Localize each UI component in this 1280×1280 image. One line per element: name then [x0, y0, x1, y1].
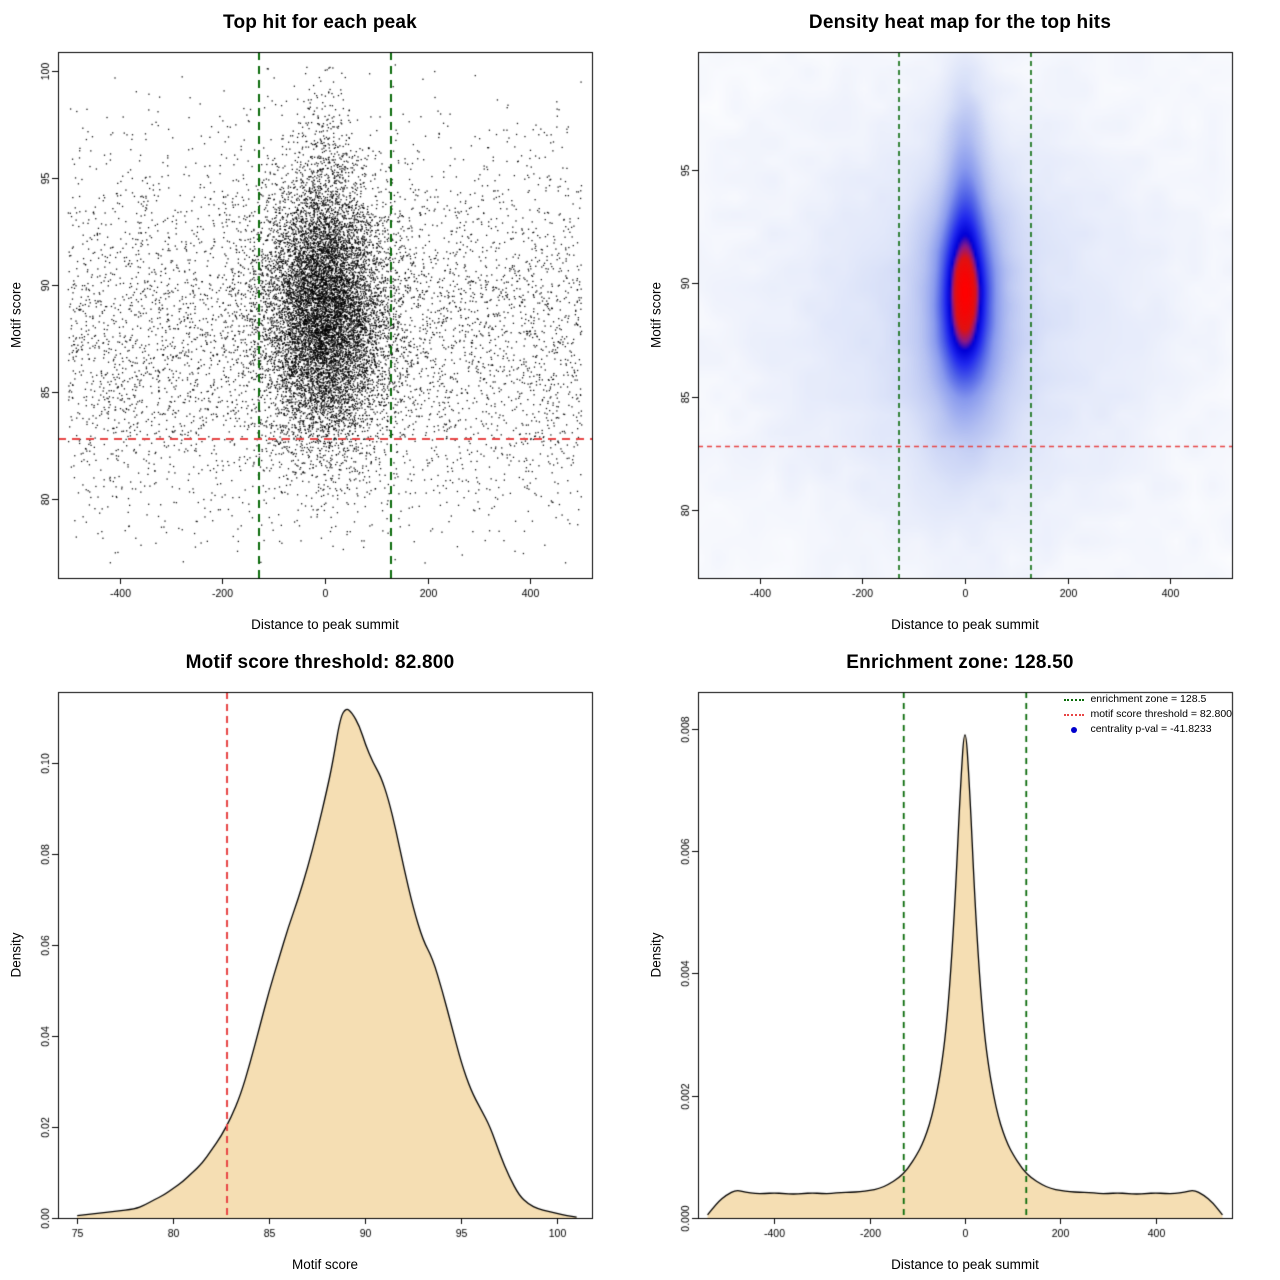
legend-line-icon: [1064, 713, 1085, 716]
legend-entry-centrality-pval: centrality p-val = -41.8233: [1064, 722, 1232, 737]
panel-title: Density heat map for the top hits: [808, 12, 1112, 33]
panel-title: Motif score threshold: 82.800: [185, 652, 455, 673]
panel-title: Top hit for each peak: [223, 12, 417, 33]
x-axis-label: Distance to peak summit: [251, 617, 399, 632]
y-axis-label: Motif score: [8, 281, 24, 349]
legend-dot-icon: [1071, 726, 1078, 733]
distance-density-canvas: [640, 686, 1280, 1280]
heatmap-canvas: [640, 46, 1280, 640]
legend-label: centrality p-val = -41.8233: [1090, 723, 1212, 735]
x-axis-label: Motif score: [291, 1257, 359, 1272]
panel-distance-density: Enrichment zone: 128.50 Distance to peak…: [640, 640, 1280, 1280]
legend-line-icon: [1064, 698, 1085, 701]
legend-entry-score-threshold: motif score threshold = 82.800: [1064, 707, 1232, 722]
x-axis-label: Distance to peak summit: [891, 617, 1039, 632]
scatter-plot-canvas: [0, 46, 640, 640]
y-axis-label: Density: [648, 932, 664, 978]
panel-motif-score-density: Motif score threshold: 82.800 Motif scor…: [0, 640, 640, 1280]
x-axis-label: Distance to peak summit: [891, 1257, 1039, 1272]
panel-title: Enrichment zone: 128.50: [846, 652, 1074, 673]
y-axis-label: Density: [8, 932, 24, 978]
panel-density-heatmap: Density heat map for the top hits Distan…: [640, 0, 1280, 640]
legend-entry-enrichment-zone: enrichment zone = 128.5: [1064, 692, 1232, 707]
score-density-canvas: [0, 686, 640, 1280]
legend-label: motif score threshold = 82.800: [1090, 708, 1232, 720]
panel-scatter-top-hits: Top hit for each peak Distance to peak s…: [0, 0, 640, 640]
y-axis-label: Motif score: [648, 281, 664, 349]
legend-label: enrichment zone = 128.5: [1090, 693, 1207, 705]
legend: enrichment zone = 128.5 motif score thre…: [1064, 692, 1232, 737]
